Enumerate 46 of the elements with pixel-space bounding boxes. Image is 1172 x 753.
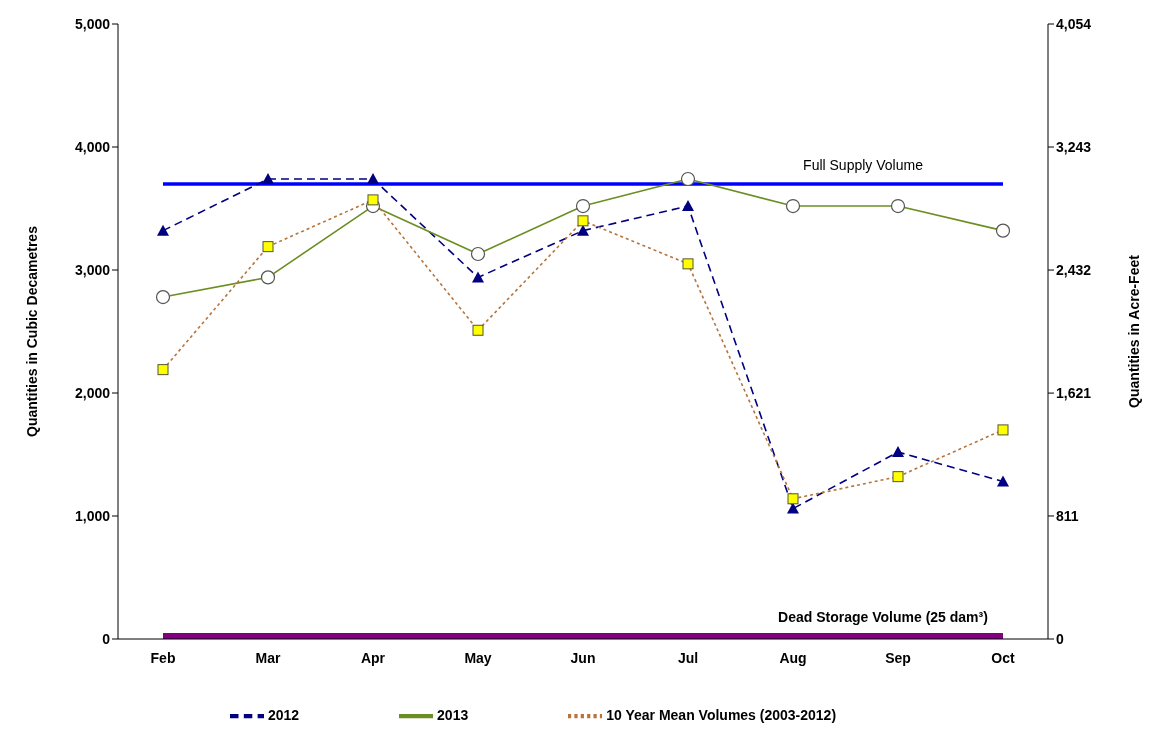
legend-label: 10 Year Mean Volumes (2003-2012) [606, 706, 837, 723]
y-tick-label: 0 [102, 630, 111, 647]
point [682, 258, 694, 270]
point [997, 424, 1009, 436]
y-axis-title: Quantities in Cubic Decametres [23, 225, 40, 437]
x-tick-label: Jun [570, 649, 596, 666]
y2-axis-title: Quantities in Acre-Feet [1125, 254, 1142, 408]
ref-line-label: Full Supply Volume [803, 156, 924, 173]
y2-tick-label: 2,432 [1056, 262, 1092, 279]
y2-tick-label: 3,243 [1056, 139, 1092, 155]
x-tick-label: Sep [885, 649, 911, 666]
y2-tick-label: 4,054 [1056, 15, 1092, 32]
y-tick-label: 2,000 [74, 384, 111, 401]
point [157, 364, 169, 376]
y2-tick-label: 811 [1056, 507, 1079, 524]
point [472, 271, 484, 283]
legend-label: 2013 [437, 706, 469, 723]
point [367, 172, 379, 184]
x-tick-label: May [464, 649, 492, 666]
point [892, 446, 904, 458]
y2-tick-label: 0 [1056, 630, 1064, 647]
point [787, 502, 799, 514]
point [577, 224, 589, 236]
point [787, 493, 799, 505]
x-tick-label: Apr [360, 649, 386, 666]
y-tick-label: 5,000 [74, 15, 111, 32]
point [682, 200, 694, 212]
x-tick-label: Feb [150, 649, 176, 666]
point [472, 324, 484, 336]
point [262, 172, 274, 184]
y2-tick-label: 1,621 [1056, 385, 1092, 402]
x-tick-label: Jul [677, 649, 699, 666]
x-tick-label: Mar [255, 649, 281, 666]
point [892, 471, 904, 483]
point [577, 215, 589, 227]
y-tick-label: 3,000 [74, 261, 111, 278]
x-tick-label: Oct [991, 649, 1015, 666]
legend-label: 2012 [267, 706, 300, 723]
point [997, 475, 1009, 487]
point [157, 224, 169, 236]
point [262, 241, 274, 253]
y-tick-label: 4,000 [74, 138, 111, 155]
point [367, 194, 379, 206]
x-tick-label: Aug [779, 649, 807, 666]
ref-line-label: Dead Storage Volume (25 dam³) [778, 608, 988, 625]
y-tick-label: 1,000 [74, 507, 111, 524]
